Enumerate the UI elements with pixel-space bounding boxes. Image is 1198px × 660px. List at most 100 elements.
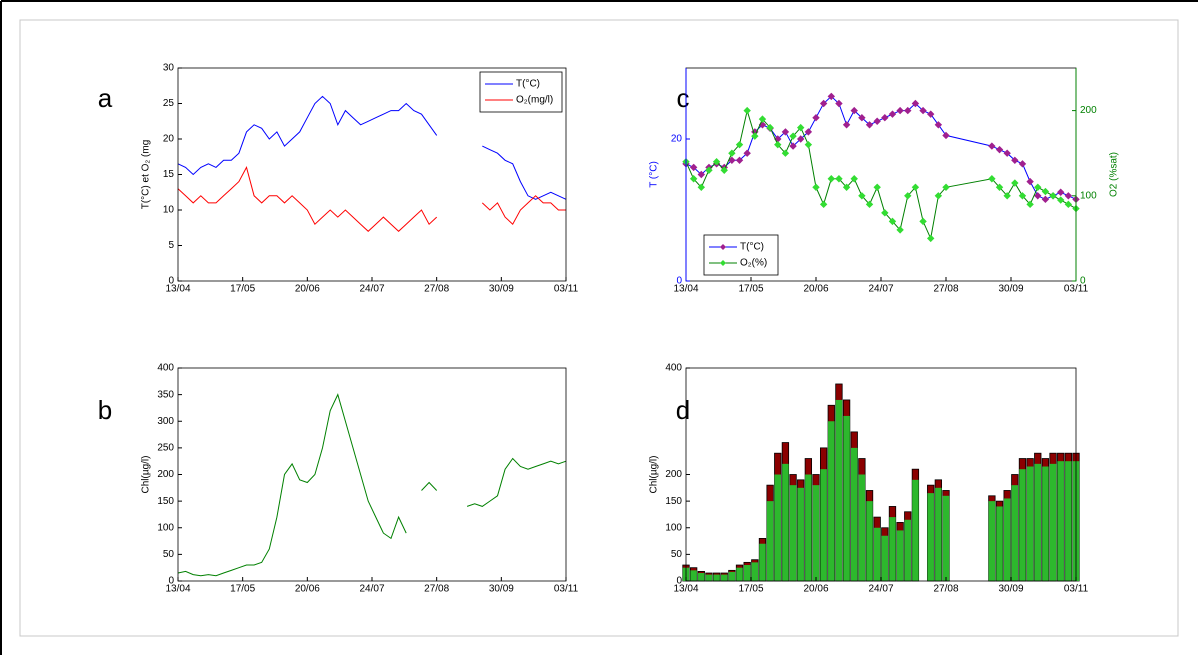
bar [881,535,889,581]
x-tick-label: 24/07 [359,584,384,595]
bar [1019,469,1026,581]
figure-border [19,19,1179,637]
x-tick-label: 03/11 [554,584,579,595]
marker [934,121,943,129]
marker [728,149,736,157]
y-tick-label: 15 [163,169,175,180]
y-tick-label: 200 [157,469,174,480]
x-tick-label: 30/09 [489,284,514,295]
plot-area [178,368,566,581]
bar [782,463,789,581]
y-tick-label: 25 [163,98,175,109]
legend-box [479,71,563,113]
y-tick-label: 100 [157,522,174,533]
marker [789,132,797,140]
plot-area [686,368,1076,581]
bar [904,519,912,581]
marker [1011,179,1019,187]
x-tick-label: 30/09 [998,584,1023,595]
bar [743,565,751,581]
y-tick-label: 20 [163,134,175,145]
y-tick-label: 0 [168,276,174,287]
y-tick-label: 150 [157,496,174,507]
marker [835,99,843,108]
marker [995,183,1004,191]
marker [697,183,706,191]
panel-letter: c [677,83,690,113]
y-tick-label: 200 [665,469,682,480]
marker [926,234,935,243]
marker [919,217,927,226]
marker [1018,192,1027,200]
marker [881,113,889,122]
bar [873,527,881,581]
marker [888,217,897,226]
x-tick-label: 24/07 [359,284,384,295]
marker [896,226,904,234]
marker [712,158,721,166]
marker [1064,200,1073,209]
marker [827,92,836,101]
marker [1041,195,1050,204]
y2-tick-label: 100 [1080,190,1097,201]
x-tick-label: 13/04 [165,584,190,595]
marker [697,170,706,179]
y2-axis-label: O2 (%sat) [1109,152,1120,197]
legend-label: O₂(%) [740,258,767,269]
marker [850,175,858,183]
bar [774,474,782,581]
marker [888,110,897,118]
marker [896,106,904,115]
y2-tick-label: 200 [1080,105,1097,116]
bar [713,574,720,581]
x-tick-label: 17/05 [230,584,255,595]
x-tick-label: 20/06 [803,284,828,295]
bar [935,487,942,581]
bar [1065,461,1072,581]
bar [812,485,820,581]
bar [1011,485,1019,581]
legend-label: T(°C) [516,79,540,90]
marker [781,128,790,136]
bar [797,487,804,581]
marker [804,128,813,136]
marker [842,121,851,129]
y-tick-label: 20 [671,134,683,145]
marker [804,140,813,149]
x-tick-label: 27/08 [424,584,449,595]
marker [1034,192,1042,200]
y-tick-label: 350 [157,389,174,400]
marker [911,183,920,191]
marker [789,142,797,150]
y-tick-label: 150 [665,496,682,507]
series-line [177,95,567,200]
y-tick-label: 400 [157,363,174,374]
bar [896,530,904,581]
marker [873,183,881,191]
marker [873,117,881,125]
marker [835,175,843,183]
y2-tick-label: 0 [1080,276,1086,287]
marker [735,140,744,149]
marker [728,156,736,165]
x-tick-label: 27/08 [933,284,958,295]
x-tick-label: 20/06 [803,584,828,595]
marker [751,132,759,140]
marker [995,145,1004,154]
panel-letter: b [98,395,112,425]
bar [789,485,797,581]
marker [819,99,828,108]
bar [843,415,850,581]
bar [912,479,919,581]
marker [942,131,950,140]
marker [689,175,698,183]
marker [988,142,996,150]
marker [1064,192,1073,200]
x-tick-label: 24/07 [868,584,893,595]
marker [720,166,728,174]
bar [927,493,934,581]
bar [850,447,858,581]
bar [820,469,827,581]
x-tick-label: 30/09 [489,584,514,595]
marker [942,183,950,191]
